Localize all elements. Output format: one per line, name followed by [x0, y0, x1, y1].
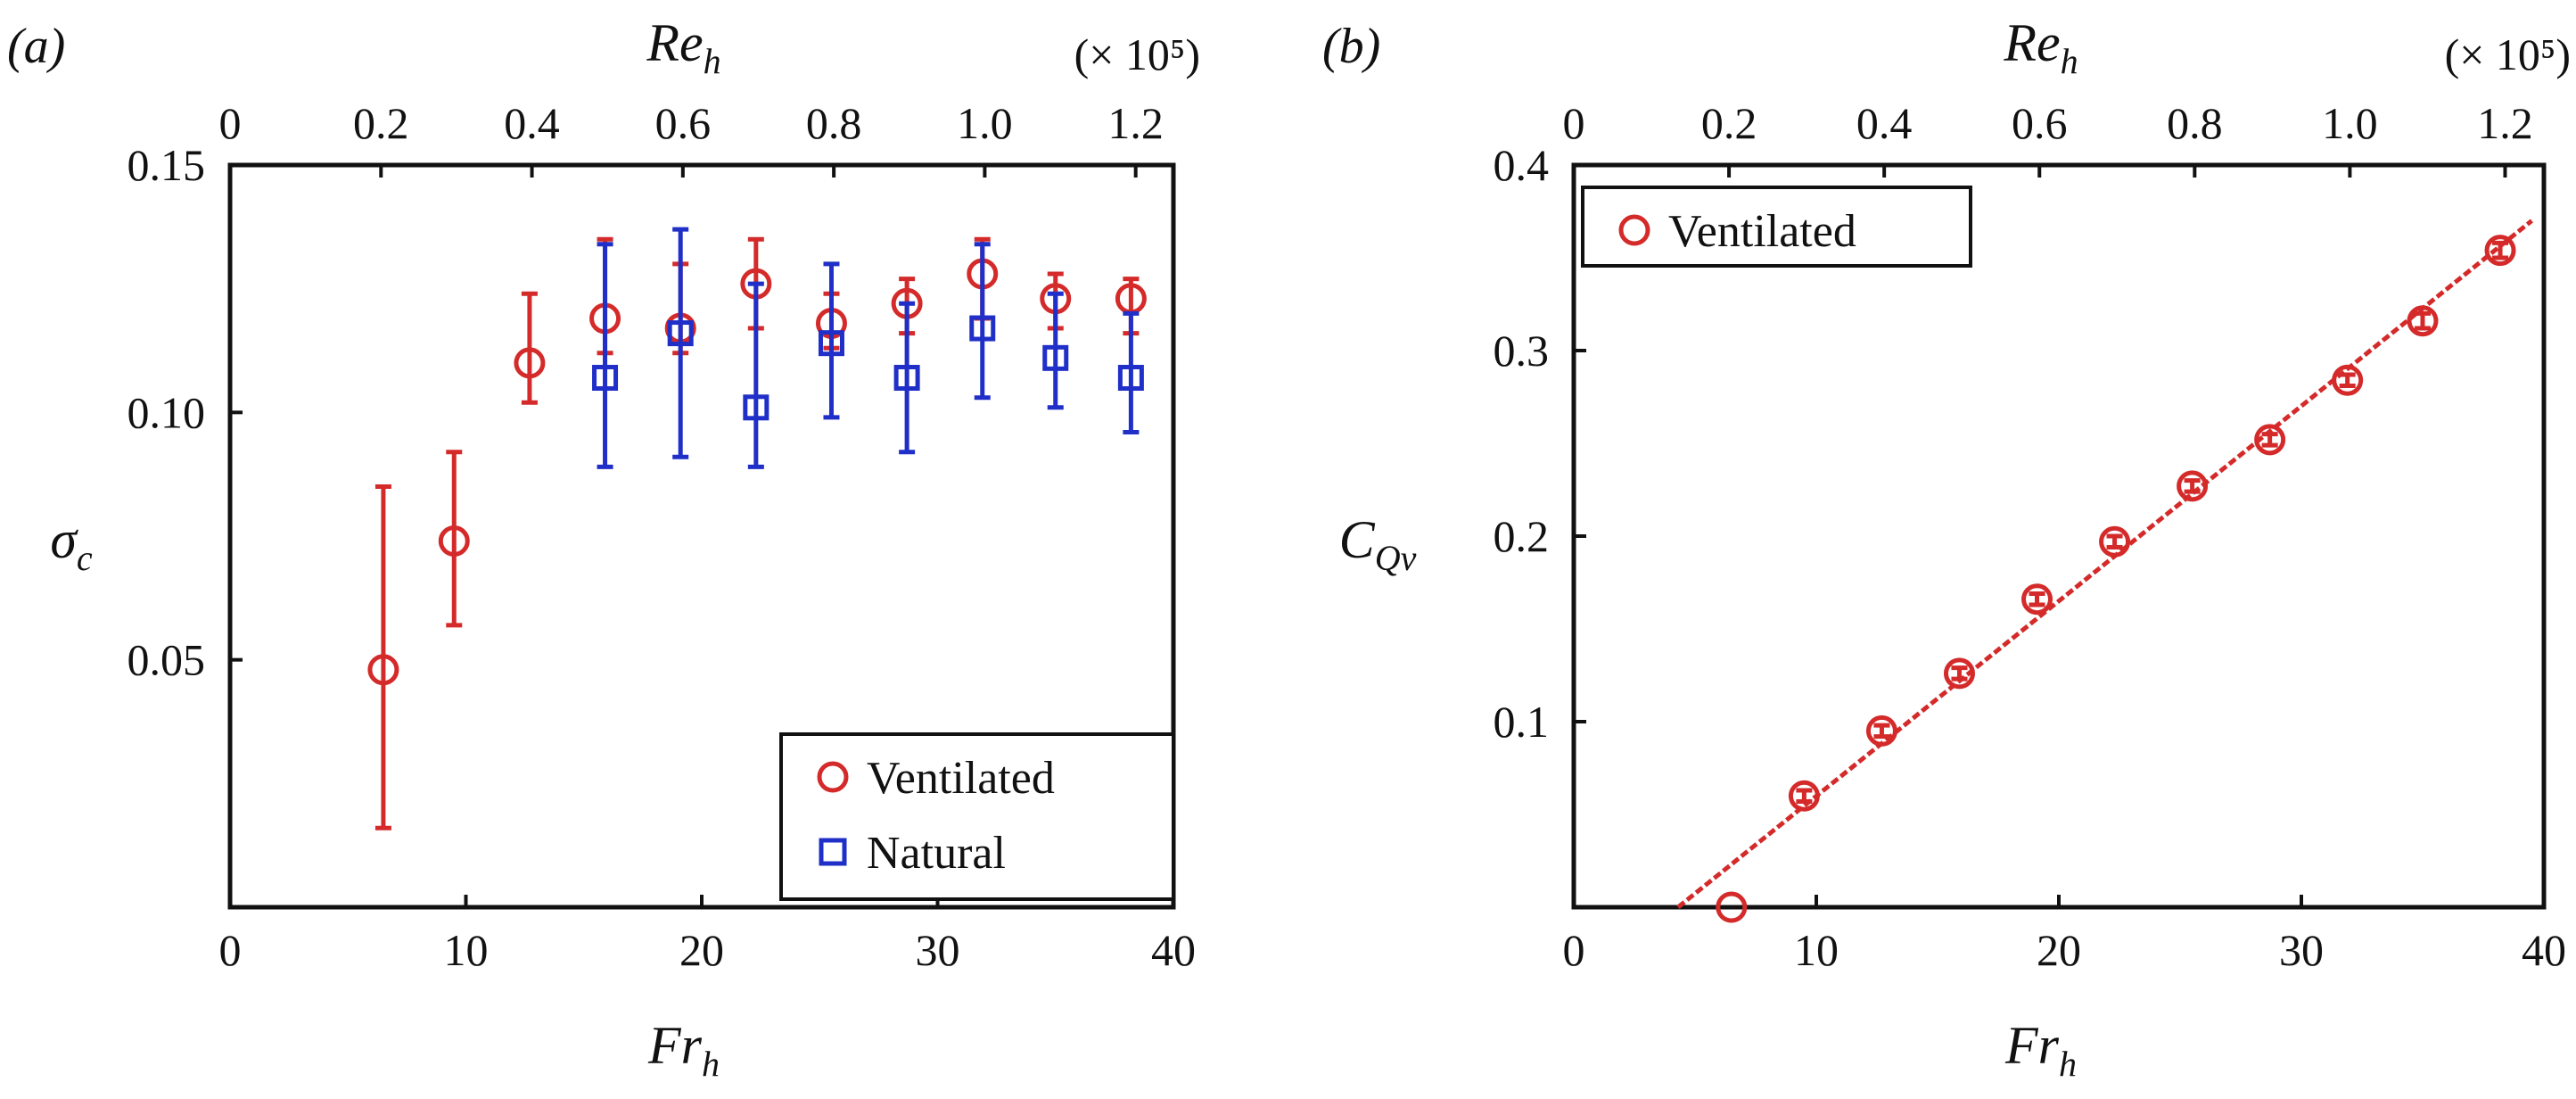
data-point-circle [1716, 891, 1748, 923]
top-axis-label: Reh [646, 13, 720, 81]
legend-marker-square [819, 838, 847, 866]
data-point-square [818, 330, 844, 357]
x-tick-label: 0 [1563, 925, 1585, 975]
data-point-circle [2407, 305, 2439, 337]
y-axis-label-sub: Qv [1375, 538, 1417, 578]
data-point-circle [1943, 657, 1975, 690]
x-axis-label: Frh [2004, 1016, 2077, 1084]
top-axis-label-sub: h [704, 41, 721, 81]
data-point-square [1042, 344, 1069, 371]
legend-entry-label: Natural [867, 828, 1006, 879]
top-tick-label: 0.6 [655, 98, 712, 148]
y-axis-label-main: σ [50, 510, 78, 569]
x-tick-label: 10 [444, 925, 489, 975]
y-tick-label: 0.4 [1494, 140, 1550, 190]
x-axis-label-sub: h [702, 1044, 720, 1084]
panel-label: (a) [7, 19, 65, 74]
data-point-circle [367, 654, 399, 686]
data-point-circle [2484, 235, 2516, 267]
top-axis-label-main: Re [646, 13, 703, 72]
data-point-square [743, 394, 770, 421]
y-axis-label-main: C [1339, 510, 1376, 569]
legend: Ventilated Natural [779, 732, 1175, 901]
legend: Ventilated [1581, 186, 1972, 268]
x-tick-label: 40 [2522, 925, 2566, 975]
data-point-square [667, 320, 694, 347]
top-tick-label: 1.2 [2477, 98, 2533, 148]
y-axis-label-sub: c [77, 538, 93, 578]
x-axis-label-sub: h [2059, 1044, 2077, 1084]
series-natural [592, 227, 1144, 469]
panel-a-chart: (a) 0 10 20 30 40 0.05 0.10 0.15 0 0.2 0.4 0.6 0.8 1.0… [7, 13, 1200, 1084]
top-tick-label: 0 [219, 98, 242, 148]
plot-frame [1571, 162, 2547, 910]
x-axis-label-main: Fr [2004, 1016, 2060, 1075]
x-tick-label: 30 [2279, 925, 2324, 975]
x-tick-label: 40 [1151, 925, 1196, 975]
data-point-circle [1788, 780, 1820, 812]
legend-entry-label: Ventilated [1668, 206, 1856, 257]
data-point-square [893, 365, 920, 392]
data-point-circle [438, 525, 470, 558]
data-point-circle [2021, 583, 2053, 616]
top-tick-label: 1.0 [957, 98, 1013, 148]
x-tick-label: 20 [2037, 925, 2081, 975]
data-point-square [592, 365, 619, 392]
x-tick-label: 30 [916, 925, 960, 975]
top-tick-label: 1.2 [1107, 98, 1164, 148]
top-tick-label: 0 [1563, 98, 1585, 148]
x-tick-label: 10 [1794, 925, 1839, 975]
top-axis-multiplier: (× 10⁵) [2445, 29, 2571, 79]
top-axis-multiplier: (× 10⁵) [1074, 29, 1200, 79]
top-tick-label: 0.8 [806, 98, 862, 148]
top-tick-label: 0.2 [1701, 98, 1757, 148]
top-axis-label: Reh [2003, 13, 2078, 81]
x-tick-label: 0 [219, 925, 242, 975]
top-tick-label: 0.8 [2167, 98, 2223, 148]
panel-b-chart: (b) 0 10 20 30 40 0.1 0.2 0.3 0.4 0 0.2 0.4 0.6 0.8 1.0… [1322, 13, 2571, 1084]
top-tick-label: 0.4 [504, 98, 560, 148]
y-tick-label: 0.15 [128, 140, 206, 190]
x-axis-label-main: Fr [647, 1016, 703, 1075]
y-axis-label: σc [50, 510, 93, 578]
data-point-circle [514, 347, 546, 379]
data-point-square [1117, 365, 1144, 392]
legend-marker-circle [1618, 214, 1650, 246]
legend-entry-label: Ventilated [867, 753, 1055, 804]
y-tick-label: 0.10 [128, 387, 206, 437]
top-axis-label-sub: h [2061, 41, 2078, 81]
y-tick-label: 0.2 [1494, 511, 1550, 561]
top-tick-label: 1.0 [2322, 98, 2378, 148]
x-axis-label: Frh [647, 1016, 720, 1084]
series-ventilated [1716, 235, 2516, 923]
data-point-circle [2332, 364, 2364, 396]
y-tick-label: 0.05 [128, 635, 206, 685]
data-point-circle [1865, 715, 1897, 747]
legend-marker-circle [817, 761, 849, 793]
x-tick-label: 20 [679, 925, 724, 975]
y-axis-label: CQv [1339, 510, 1417, 578]
legend-box [779, 732, 1175, 901]
data-point-circle [2177, 470, 2209, 502]
top-tick-label: 0.2 [353, 98, 409, 148]
data-point-circle [2099, 525, 2131, 558]
top-tick-label: 0.4 [1856, 98, 1913, 148]
data-point-circle [2254, 424, 2286, 456]
y-tick-label: 0.3 [1494, 326, 1550, 376]
top-tick-label: 0.6 [2012, 98, 2068, 148]
fit-line [1676, 219, 2533, 909]
y-tick-label: 0.1 [1494, 697, 1550, 747]
panel-label: (b) [1322, 19, 1380, 74]
top-axis-label-main: Re [2003, 13, 2060, 72]
data-point-square [969, 315, 996, 342]
